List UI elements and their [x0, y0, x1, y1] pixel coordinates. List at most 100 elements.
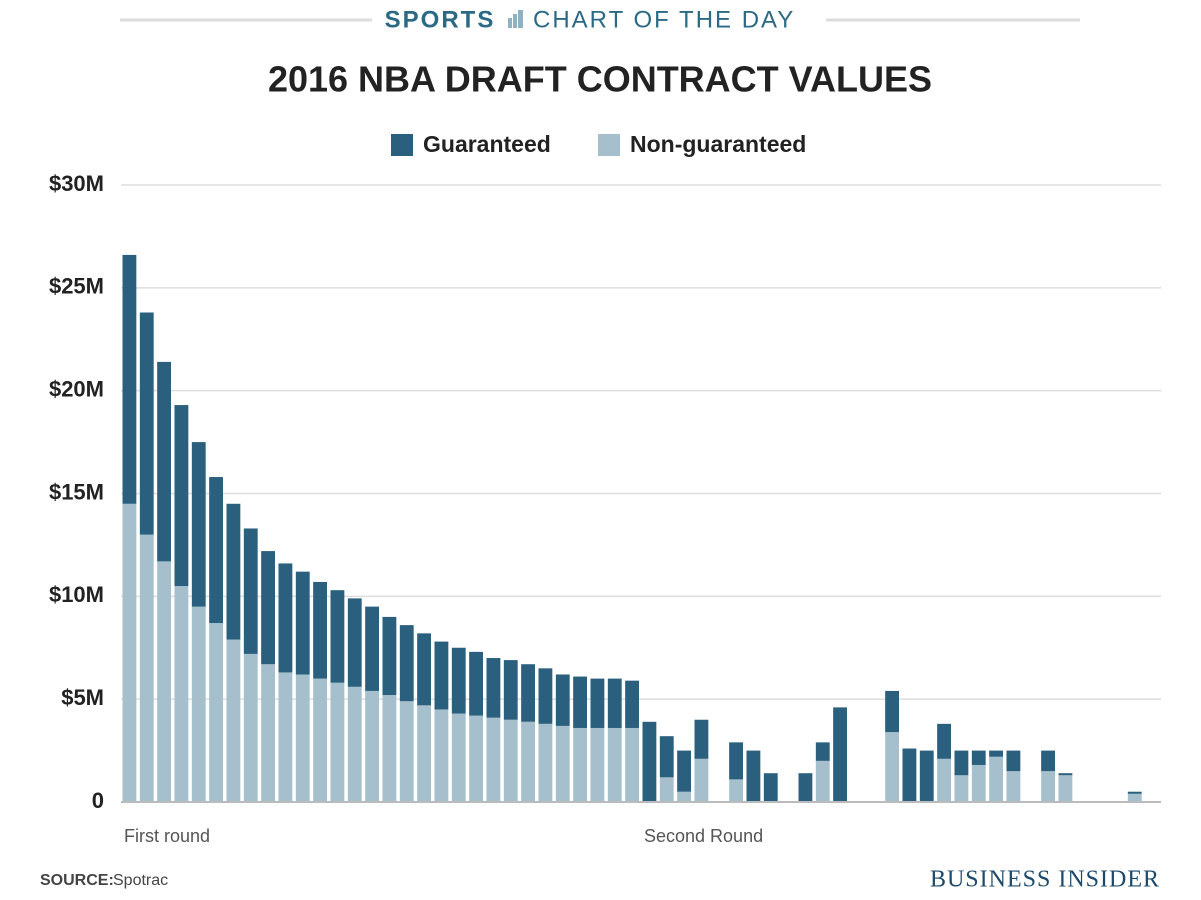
bar-segment [590, 727, 605, 802]
chart-title: 2016 NBA DRAFT CONTRACT VALUES [268, 59, 932, 100]
bar-segment [191, 606, 206, 802]
bar-segment [798, 773, 813, 802]
bar-segment [694, 719, 709, 759]
bar-segment [330, 682, 345, 802]
bar-segment [261, 551, 275, 665]
bar-segment [1127, 793, 1142, 802]
y-tick-label: $5M [61, 685, 104, 710]
bar-segment [677, 791, 691, 802]
bar-segment [729, 742, 743, 780]
bar-segment [486, 717, 501, 802]
bar-segment [503, 660, 518, 720]
bar-segment [469, 715, 483, 802]
legend-label: Non-guaranteed [630, 131, 806, 157]
bar-segment [174, 586, 189, 802]
bar-segment [971, 750, 986, 765]
bar-segment [313, 678, 327, 802]
y-tick-label: $20M [49, 376, 104, 401]
bar-segment [1041, 771, 1055, 802]
bar-segment [555, 674, 570, 726]
header-brand: SPORTS [385, 6, 496, 33]
bar-segment [486, 658, 501, 718]
y-tick-label: $25M [49, 274, 104, 299]
bar-segment [174, 405, 189, 587]
bar-segment [330, 590, 345, 683]
bar-segment [659, 736, 674, 778]
bar-segment [365, 690, 379, 802]
bar-segment [226, 639, 241, 802]
y-tick-label: $30M [49, 171, 104, 196]
bar-segment [209, 623, 223, 802]
bar-segment [139, 534, 154, 802]
bar-segment [573, 727, 587, 802]
header-icon [508, 10, 523, 28]
bar-segment [954, 775, 969, 802]
bar-segment [607, 727, 622, 802]
bar-segment [815, 760, 830, 802]
bar-segment [555, 725, 570, 802]
bar-segment [278, 563, 293, 673]
bar-segment [989, 756, 1003, 802]
bar-segment [209, 477, 223, 624]
bar-segment [313, 581, 327, 679]
bar-segment [434, 641, 449, 710]
bar-segment [434, 709, 449, 802]
bar-segment [989, 750, 1003, 757]
x-tick-label: Second Round [644, 826, 763, 846]
bar-segment [1058, 775, 1073, 802]
bar-segment [417, 633, 431, 706]
bar-segment [971, 764, 986, 802]
bar-segment [1058, 773, 1073, 776]
bar-segment [694, 758, 709, 802]
bar-segment [1006, 771, 1021, 802]
bar-segment [295, 674, 310, 802]
bar-segment [399, 625, 414, 702]
bar-segment [347, 686, 362, 802]
bar-segment [625, 727, 639, 802]
bar-segment [122, 254, 137, 504]
bar-segment [139, 312, 154, 535]
bar-segment [677, 750, 691, 792]
bar-segment [538, 668, 553, 724]
bar-segment [157, 561, 171, 802]
bar-segment [382, 695, 397, 802]
legend-swatch [598, 134, 620, 156]
bar-segment [937, 723, 951, 759]
bar-segment [469, 651, 483, 716]
bar-segment [919, 750, 934, 802]
bar-segment [226, 503, 241, 640]
bar-segment [399, 701, 414, 802]
bar-segment [538, 723, 553, 802]
legend-swatch [391, 134, 413, 156]
y-tick-label: $10M [49, 582, 104, 607]
bar-segment [295, 571, 310, 675]
source: Spotrac [113, 872, 168, 889]
bar-segment [417, 705, 431, 802]
bar-segment [885, 732, 899, 802]
bar-segment [763, 773, 778, 802]
bar-segment [1006, 750, 1021, 772]
bar-segment [642, 721, 657, 802]
y-tick-label: 0 [92, 788, 104, 813]
bar-segment [278, 672, 293, 802]
bar-segment [1041, 750, 1055, 772]
bar-segment [1127, 791, 1142, 794]
bar-segment [746, 750, 761, 802]
bar-segment [607, 678, 622, 728]
credit: BUSINESS INSIDER [930, 867, 1160, 893]
bar-segment [451, 713, 466, 802]
bar-segment [243, 653, 258, 802]
bar-segment [902, 748, 917, 802]
bar-segment [503, 719, 518, 802]
bar-segment [521, 664, 535, 722]
bar-segment [590, 678, 605, 728]
bar-segment [573, 676, 587, 728]
bar-segment [347, 598, 362, 687]
bar-segment [157, 361, 171, 562]
bar-segment [833, 707, 847, 802]
source-label: SOURCE: [40, 872, 114, 889]
bar-segment [729, 779, 743, 802]
bar-segment [382, 616, 397, 696]
bar-segment [954, 750, 969, 776]
